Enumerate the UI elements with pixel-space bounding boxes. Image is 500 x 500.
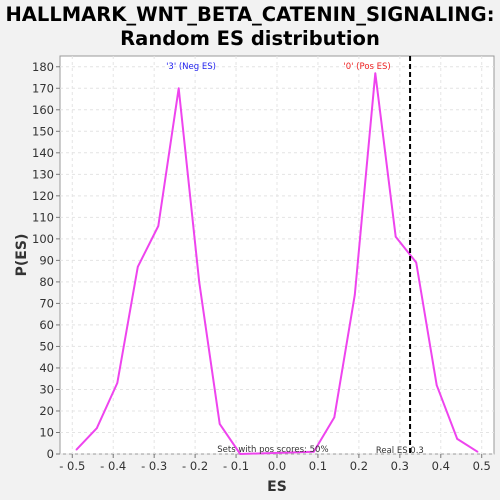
data-point [333,416,336,419]
data-point [476,451,479,453]
series-line [75,72,479,455]
y-tick-label: 50 [39,339,54,353]
data-point [157,225,160,227]
y-tick-label: 90 [39,253,54,267]
y-tick-label: 120 [32,189,54,203]
y-tick-label: 20 [39,404,54,418]
y-tick-label: 100 [32,232,54,246]
y-tick-label: 170 [32,81,54,95]
y-tick-label: 140 [32,146,54,160]
data-point [116,382,119,384]
y-axis-title: P(ES) [14,234,30,277]
y-tick-label: 180 [32,60,54,74]
x-tick-label: 0.4 [432,459,450,473]
y-tick-label: 40 [39,361,54,375]
x-tick-label: 0.1 [309,459,327,473]
y-tick-label: 110 [32,210,54,224]
data-point [435,384,438,386]
y-tick-label: 10 [39,425,54,439]
data-point [456,438,458,440]
real-es-label: Real ES 0.3 [376,446,424,456]
data-point [96,427,98,429]
x-tick-label: - 0.2 [182,459,208,473]
y-axis: 0 10 20 30 40 50 60 70 80 90 100 110 120 130 140 150 160… [32,60,60,461]
data-point [313,451,315,453]
data-point [415,261,418,264]
data-point [198,281,201,283]
x-tick-label: 0.0 [268,459,286,473]
data-point [374,72,377,75]
x-tick-label: - 0.3 [141,459,167,473]
data-point [136,266,139,268]
y-tick-label: 60 [39,318,54,332]
x-axis-title: ES [267,479,287,495]
data-point [353,294,356,296]
y-tick-label: 80 [39,275,54,289]
data-point [394,235,397,238]
x-tick-label: - 0.4 [100,459,126,473]
y-tick-label: 130 [32,167,54,181]
pos-es-label: '0' (Pos ES) [343,62,390,72]
x-axis: - 0.5 - 0.4 - 0.3 - 0.2 - 0.1 0.0 0.1 0.2 0.3 0.4… [59,454,491,473]
chart-title-line-1: HALLMARK_WNT_BETA_CATENIN_SIGNALING: [5,3,495,26]
pos-scores-label: Sets with pos scores: 50% [217,445,328,455]
x-tick-label: 0.2 [350,459,368,473]
x-tick-label: - 0.1 [223,459,249,473]
data-point [239,453,241,455]
y-tick-label: 30 [39,382,54,396]
series-layer [75,72,479,455]
y-tick-label: 70 [39,296,54,310]
y-tick-label: 150 [32,124,54,138]
y-tick-label: 160 [32,103,54,117]
x-tick-label: 0.3 [391,459,409,473]
chart-title-line-2: Random ES distribution [120,27,380,50]
data-point [75,448,78,451]
y-tick-label: 0 [47,447,54,461]
grid-lines [60,56,494,455]
x-tick-label: 0.5 [473,459,491,473]
data-point [218,423,221,425]
data-point [177,87,180,90]
neg-es-label: '3' (Neg ES) [166,62,216,72]
x-tick-label: - 0.5 [59,459,85,473]
